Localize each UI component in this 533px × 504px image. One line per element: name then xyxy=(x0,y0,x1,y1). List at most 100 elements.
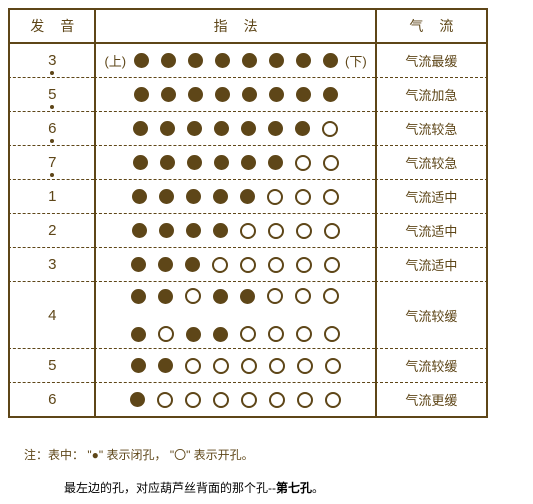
closed-hole-icon xyxy=(158,257,173,272)
airflow-text: 气流适中 xyxy=(405,255,457,274)
fingering-cell xyxy=(94,383,374,418)
closed-hole-icon xyxy=(323,53,338,68)
table-row: 2 气流适中 xyxy=(8,214,488,248)
open-hole-icon xyxy=(295,189,311,205)
open-hole-icon xyxy=(213,358,229,374)
table-row: 5气流较缓 xyxy=(8,349,488,383)
open-hole-icon xyxy=(185,392,201,408)
note-value: 2 xyxy=(48,222,56,239)
fingering-cell xyxy=(94,180,374,214)
closed-hole-icon xyxy=(158,289,173,304)
footer-notes: 注：表中： "●" 表示闭孔， "〇" 表示开孔。 最左边的孔，对应葫芦丝背面的… xyxy=(8,446,525,496)
note-value: 6 xyxy=(48,391,56,408)
table-row: 1 气流适中 xyxy=(8,180,488,214)
closed-hole-icon xyxy=(132,223,147,238)
open-hole-icon xyxy=(241,392,257,408)
hole-pattern xyxy=(133,149,339,177)
closed-hole-icon xyxy=(240,289,255,304)
airflow-text: 气流更缓 xyxy=(405,390,457,409)
closed-hole-icon xyxy=(133,121,148,136)
closed-hole-icon xyxy=(160,155,175,170)
closed-hole-icon xyxy=(186,223,201,238)
fingering-cell xyxy=(94,248,374,282)
airflow-text: 气流加急 xyxy=(405,85,457,104)
closed-hole-icon xyxy=(186,327,201,342)
fingering-cell xyxy=(94,282,374,349)
airflow-cell: 气流适中 xyxy=(375,248,488,282)
hole-pattern xyxy=(130,386,341,414)
open-hole-icon xyxy=(324,326,340,342)
open-hole-icon xyxy=(269,358,285,374)
open-hole-icon xyxy=(323,189,339,205)
note-cell: 2 xyxy=(8,214,94,248)
closed-hole-icon xyxy=(161,53,176,68)
closed-hole-icon xyxy=(269,87,284,102)
closed-hole-icon xyxy=(131,289,146,304)
airflow-text: 气流较缓 xyxy=(405,356,457,375)
closed-hole-icon xyxy=(296,53,311,68)
open-hole-icon xyxy=(269,392,285,408)
airflow-cell: 气流较急 xyxy=(375,146,488,180)
closed-hole-icon xyxy=(241,155,256,170)
footer-open-legend: "〇" 表示开孔。 xyxy=(170,448,254,462)
closed-hole-icon xyxy=(213,327,228,342)
open-hole-icon xyxy=(267,189,283,205)
table-row: 6 气流较急 xyxy=(8,112,488,146)
note-cell: 6 xyxy=(8,112,94,146)
closed-hole-icon xyxy=(188,53,203,68)
table-row: 3(上)(下)气流最缓 xyxy=(8,44,488,78)
airflow-text: 气流适中 xyxy=(405,187,457,206)
open-hole-icon xyxy=(296,326,312,342)
airflow-text: 气流较急 xyxy=(405,119,457,138)
open-hole-icon xyxy=(297,392,313,408)
open-hole-icon xyxy=(296,223,312,239)
closed-hole-icon xyxy=(158,358,173,373)
open-hole-icon xyxy=(185,288,201,304)
closed-hole-icon xyxy=(134,87,149,102)
fingering-cell xyxy=(94,214,374,248)
open-hole-icon xyxy=(241,358,257,374)
note-cell: 6 xyxy=(8,383,94,418)
footer-line2-suffix: 。 xyxy=(312,481,324,495)
footer-closed-legend: "●" 表示闭孔， xyxy=(87,448,166,462)
airflow-cell: 气流较缓 xyxy=(375,282,488,349)
hole-pattern xyxy=(134,81,338,108)
open-hole-icon xyxy=(295,155,311,171)
open-hole-icon xyxy=(325,392,341,408)
open-hole-icon xyxy=(212,257,228,273)
table-row: 3气流适中 xyxy=(8,248,488,282)
closed-hole-icon xyxy=(295,121,310,136)
hole-pattern xyxy=(131,352,341,380)
closed-hole-icon xyxy=(160,121,175,136)
open-hole-icon xyxy=(213,392,229,408)
open-hole-icon xyxy=(268,223,284,239)
airflow-cell: 气流适中 xyxy=(375,214,488,248)
open-hole-icon xyxy=(324,223,340,239)
note-cell: 7 xyxy=(8,146,94,180)
closed-hole-icon xyxy=(241,121,256,136)
dot-below-icon xyxy=(50,71,54,75)
hole-pattern xyxy=(132,183,339,211)
closed-hole-icon xyxy=(213,289,228,304)
closed-hole-icon xyxy=(161,87,176,102)
closed-hole-icon xyxy=(132,189,147,204)
note-cell: 4 xyxy=(8,282,94,349)
open-hole-icon xyxy=(268,326,284,342)
closed-hole-icon xyxy=(131,327,146,342)
lower-label: (下) xyxy=(345,51,367,70)
open-hole-icon xyxy=(324,257,340,273)
note-cell: 3 xyxy=(8,44,94,78)
closed-hole-icon xyxy=(269,53,284,68)
header-fingering: 指法 xyxy=(94,8,374,44)
note-cell: 1 xyxy=(8,180,94,214)
open-hole-icon xyxy=(268,257,284,273)
note-value: 4 xyxy=(48,307,56,324)
open-hole-icon xyxy=(157,392,173,408)
table-row: 7 气流较急 xyxy=(8,146,488,180)
open-hole-icon xyxy=(267,288,283,304)
closed-hole-icon xyxy=(268,155,283,170)
note-value: 5 xyxy=(48,86,56,103)
closed-hole-icon xyxy=(213,223,228,238)
note-value: 1 xyxy=(48,188,56,205)
footer-line-2: 最左边的孔，对应葫芦丝背面的那个孔--第七孔。 xyxy=(24,479,525,496)
